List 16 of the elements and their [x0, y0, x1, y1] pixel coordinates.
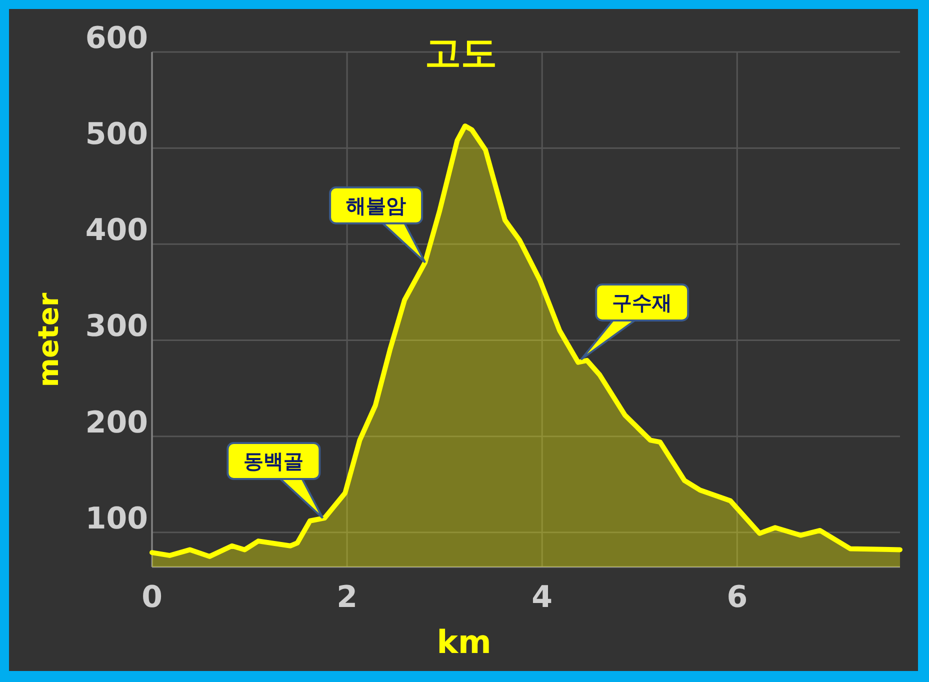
x-axis-title: km [436, 623, 492, 661]
annotation: 동백골 [244, 449, 304, 473]
y-tick-label: 300 [85, 309, 148, 344]
x-tick-label: 4 [532, 580, 553, 615]
annotation: 구수재 [612, 290, 672, 314]
chart-title: 고도 [425, 33, 497, 74]
annotation: 해불암 [346, 193, 406, 218]
x-tick-label: 0 [142, 580, 162, 615]
y-tick-label: 500 [85, 117, 148, 152]
y-axis-title: meter [32, 292, 65, 388]
y-tick-label: 400 [85, 213, 148, 248]
y-tick-label: 200 [85, 405, 148, 440]
x-tick-label: 6 [726, 580, 748, 615]
y-tick-label: 100 [85, 501, 148, 536]
y-tick-label: 600 [85, 21, 148, 56]
x-tick-label: 2 [336, 580, 358, 615]
